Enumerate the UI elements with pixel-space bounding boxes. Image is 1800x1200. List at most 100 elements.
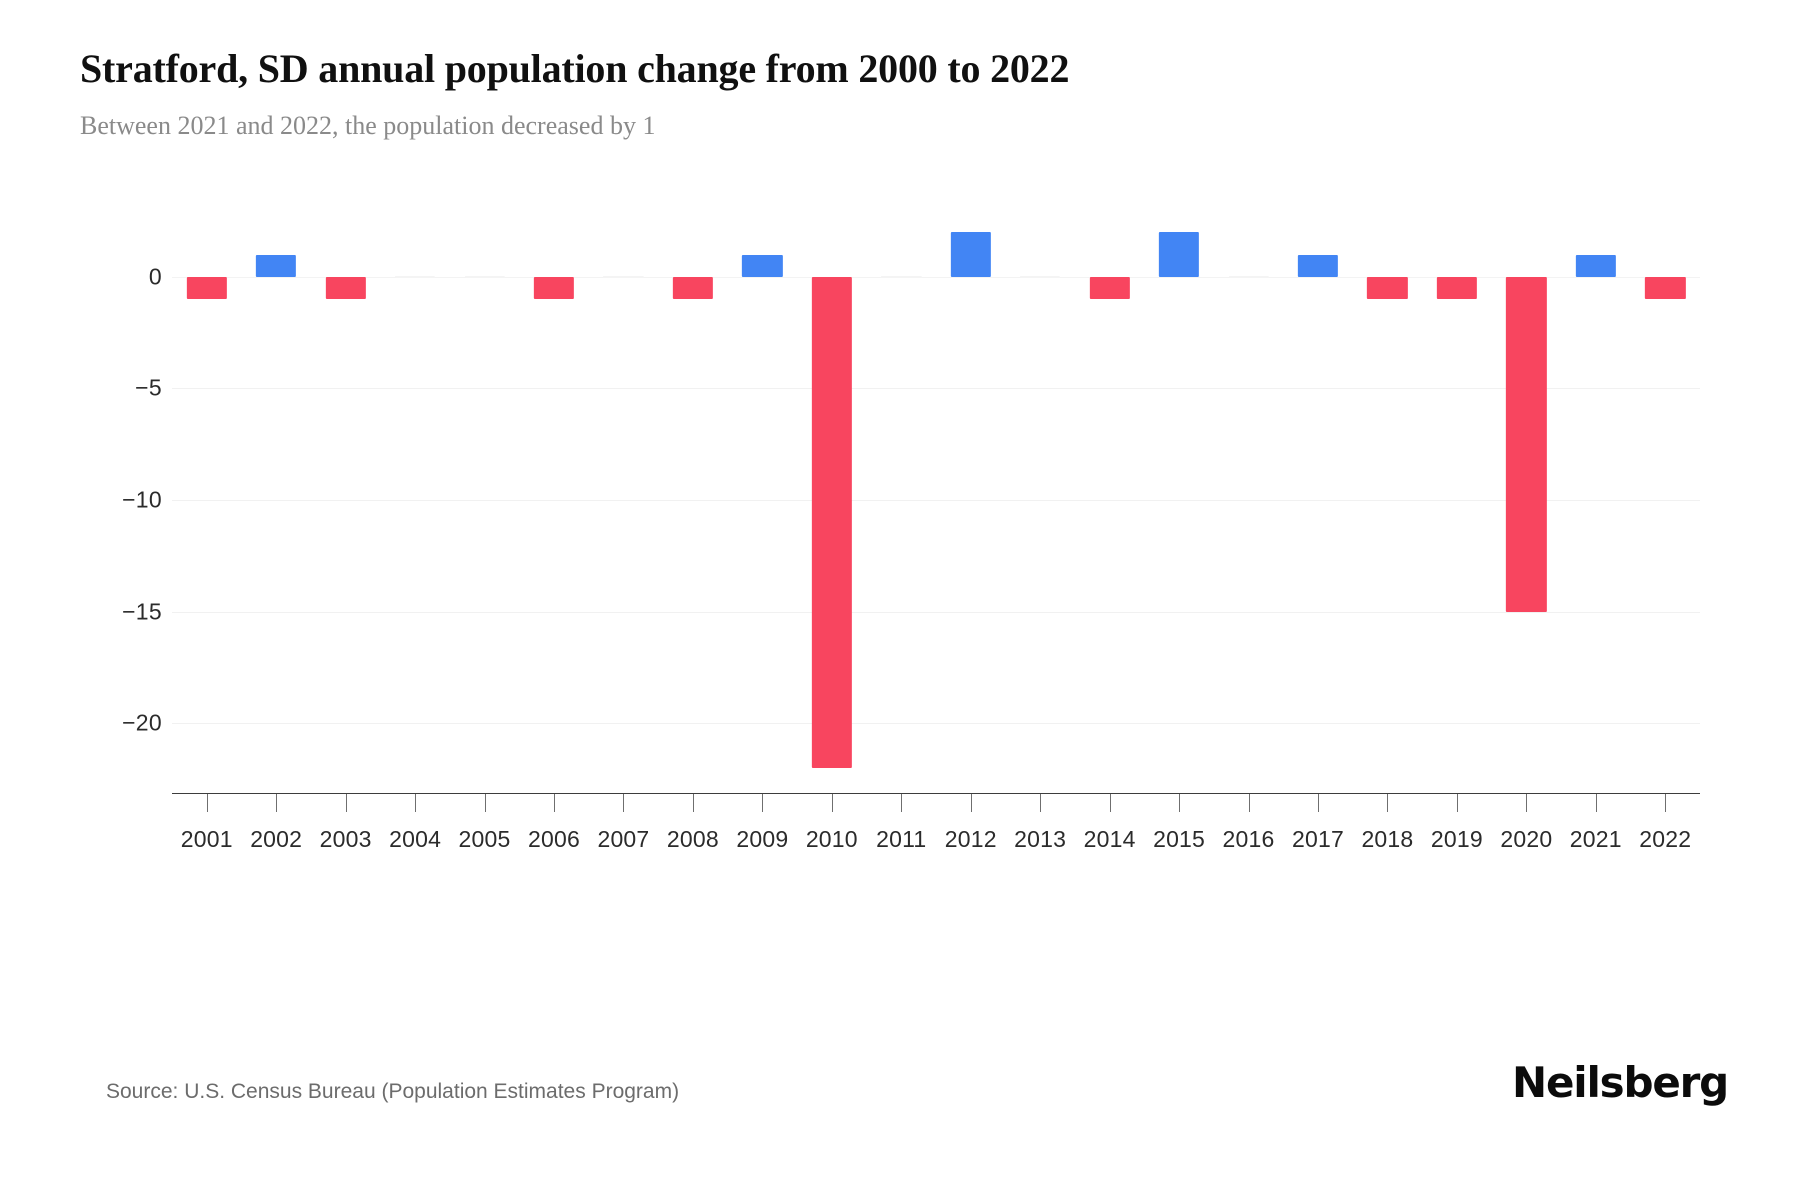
x-axis-label-2007: 2007 — [597, 826, 650, 852]
tick-slot — [1492, 794, 1561, 812]
bar-2013[interactable] — [1020, 275, 1061, 278]
bar-slot-2005[interactable] — [450, 210, 519, 790]
tick-slot — [1005, 794, 1074, 812]
bar-2016[interactable] — [1228, 275, 1269, 278]
x-axis-ticks — [172, 794, 1700, 812]
bar-2022[interactable] — [1645, 276, 1686, 300]
x-axis-label-2017: 2017 — [1291, 826, 1344, 852]
bar-2021[interactable] — [1575, 254, 1616, 277]
bar-2009[interactable] — [742, 254, 783, 277]
x-axis-tick — [1456, 794, 1458, 812]
tick-slot — [1283, 794, 1352, 812]
bar-slot-2019[interactable] — [1422, 210, 1491, 790]
bar-slot-2011[interactable] — [867, 210, 936, 790]
bar-2018[interactable] — [1367, 276, 1408, 300]
gridline — [172, 388, 1700, 390]
x-axis-label-2008: 2008 — [666, 826, 719, 852]
tick-slot — [450, 794, 519, 812]
bar-slot-2016[interactable] — [1214, 210, 1283, 790]
y-axis-label: 0 — [148, 263, 162, 290]
tick-slot — [1075, 794, 1144, 812]
x-axis-label-2014: 2014 — [1083, 826, 1136, 852]
bar-2012[interactable] — [950, 232, 991, 277]
grid-container — [172, 210, 1700, 790]
bar-slot-2004[interactable] — [380, 210, 449, 790]
bar-2005[interactable] — [464, 275, 505, 278]
bar-2008[interactable] — [672, 276, 714, 300]
x-axis-label-2003: 2003 — [319, 826, 372, 852]
bar-slot-2009[interactable] — [728, 210, 797, 790]
tick-slot — [311, 794, 380, 812]
x-axis-tick — [484, 794, 486, 812]
bar-slot-2018[interactable] — [1353, 210, 1422, 790]
bar-slot-2013[interactable] — [1005, 210, 1074, 790]
tick-slot — [380, 794, 449, 812]
x-axis-tick — [831, 794, 833, 812]
bar-slot-2003[interactable] — [311, 210, 380, 790]
x-axis-tick — [692, 794, 694, 812]
gridline — [172, 611, 1700, 613]
bar-2001[interactable] — [186, 276, 227, 300]
tick-slot — [1144, 794, 1213, 812]
x-axis-tick — [1665, 794, 1667, 812]
bar-slot-2010[interactable] — [797, 210, 866, 790]
bar-slot-2022[interactable] — [1631, 210, 1700, 790]
bar-slot-2002[interactable] — [241, 210, 310, 790]
x-axis-label-2011: 2011 — [876, 826, 927, 852]
bar-2019[interactable] — [1436, 276, 1478, 300]
x-axis-labels: 2001 2002 2003 2004 2005 2006 2007 2008 2009 2010… — [172, 826, 1700, 862]
x-axis-label-2022: 2022 — [1639, 826, 1692, 852]
tick-slot — [936, 794, 1005, 812]
bar-slot-2012[interactable] — [936, 210, 1005, 790]
gridline — [172, 500, 1700, 501]
bar-slot-2015[interactable] — [1144, 210, 1213, 790]
x-axis-label-2019: 2019 — [1430, 826, 1483, 852]
bar-slot-2006[interactable] — [519, 210, 588, 790]
bar-2010[interactable] — [811, 276, 852, 768]
x-axis-label-2009: 2009 — [736, 826, 789, 852]
bar-2007[interactable] — [603, 275, 644, 278]
tick-slot — [1631, 794, 1700, 812]
bar-2006[interactable] — [533, 276, 575, 300]
bar-2004[interactable] — [394, 275, 436, 278]
y-axis-label: −20 — [122, 709, 162, 736]
x-axis-tick — [1179, 794, 1181, 812]
tick-slot — [1353, 794, 1422, 812]
tick-slot — [797, 794, 866, 812]
plot-area: 0 −5 −10 −15 −20 2001 2002 2003 2004 2005 2006 200… — [80, 210, 1720, 910]
page-title: Stratford, SD annual population change f… — [80, 46, 1070, 91]
bar-slot-2001[interactable] — [172, 210, 241, 790]
x-axis-label-2012: 2012 — [944, 826, 997, 852]
x-axis-tick — [762, 794, 764, 812]
bar-2015[interactable] — [1158, 232, 1200, 277]
tick-slot — [589, 794, 658, 812]
x-axis-label-2004: 2004 — [389, 826, 442, 852]
bar-2017[interactable] — [1297, 254, 1339, 277]
x-axis-line — [172, 793, 1700, 794]
bar-2003[interactable] — [325, 276, 366, 300]
bar-slot-2021[interactable] — [1561, 210, 1630, 790]
x-axis-tick — [1526, 794, 1528, 812]
bar-slot-2014[interactable] — [1075, 210, 1144, 790]
gridline — [172, 723, 1700, 725]
bar-2020[interactable] — [1506, 276, 1547, 612]
x-axis-tick — [1109, 794, 1111, 812]
tick-slot — [172, 794, 241, 812]
bar-slot-2017[interactable] — [1283, 210, 1352, 790]
tick-slot — [658, 794, 727, 812]
x-axis-label-2015: 2015 — [1153, 826, 1206, 852]
bar-2014[interactable] — [1089, 276, 1130, 300]
tick-slot — [867, 794, 936, 812]
bar-2002[interactable] — [256, 254, 297, 277]
tick-slot — [1561, 794, 1630, 812]
bar-slot-2020[interactable] — [1492, 210, 1561, 790]
x-axis-label-2010: 2010 — [805, 826, 858, 852]
bar-slot-2007[interactable] — [589, 210, 658, 790]
x-axis-label-2001: 2001 — [180, 826, 233, 852]
x-axis-label-2002: 2002 — [250, 826, 303, 852]
x-axis-label-2006: 2006 — [528, 826, 580, 852]
chart-subtitle: Between 2021 and 2022, the population de… — [80, 111, 656, 140]
bar-2011[interactable] — [881, 275, 922, 278]
x-axis-label-2013: 2013 — [1014, 826, 1067, 852]
bar-slot-2008[interactable] — [658, 210, 727, 790]
